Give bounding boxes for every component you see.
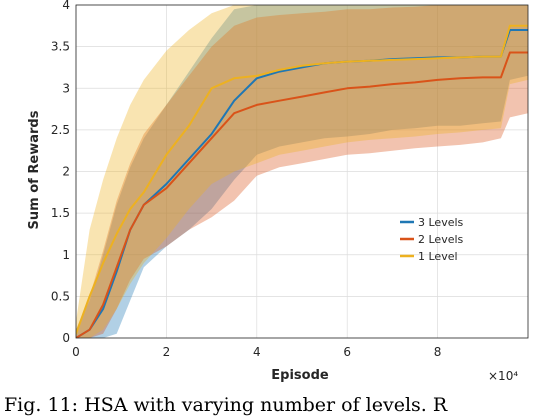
x-tick-label: 4 (253, 345, 261, 359)
x-tick-label: 8 (434, 345, 442, 359)
plot-frame (75, 4, 529, 339)
band-3-levels (76, 5, 528, 338)
y-tick-label: 3 (62, 81, 70, 95)
confidence-bands (76, 5, 528, 338)
y-tick-label: 1 (62, 248, 70, 262)
y-tick-label: 0.5 (51, 289, 70, 303)
x-axis-label: Episode (271, 368, 329, 383)
x-multiplier-label: ×10⁴ (488, 369, 518, 383)
figure-caption: Fig. 11: HSA with varying number of leve… (4, 394, 448, 416)
legend-label: 3 Levels (418, 216, 464, 229)
legend: 3 Levels 2 Levels 1 Level (400, 216, 464, 263)
series-lines (76, 24, 528, 338)
legend-label: 1 Level (418, 250, 458, 263)
x-tick-label: 2 (163, 345, 171, 359)
y-tick-label: 3.5 (51, 40, 70, 54)
y-ticks: 0 0.5 1 1.5 2 2.5 3 3.5 4 (51, 0, 70, 345)
y-tick-label: 4 (62, 0, 70, 12)
x-tick-label: 6 (343, 345, 351, 359)
rewards-chart: 0 2 4 6 8 0 0.5 1 1.5 2 2.5 3 3.5 4 Episode Sum of R… (27, 0, 529, 383)
y-axis-label: Sum of Rewards (27, 110, 42, 229)
y-tick-label: 1.5 (51, 206, 70, 220)
band-1-level (76, 5, 528, 338)
y-tick-label: 2.5 (51, 123, 70, 137)
x-ticks: 0 2 4 6 8 (72, 345, 441, 359)
legend-label: 2 Levels (418, 233, 464, 246)
band-2-levels (76, 5, 528, 338)
x-tick-label: 0 (72, 345, 80, 359)
line-1-level (76, 24, 528, 335)
y-tick-label: 2 (62, 165, 70, 179)
line-2-levels (76, 51, 528, 338)
y-tick-label: 0 (62, 331, 70, 345)
